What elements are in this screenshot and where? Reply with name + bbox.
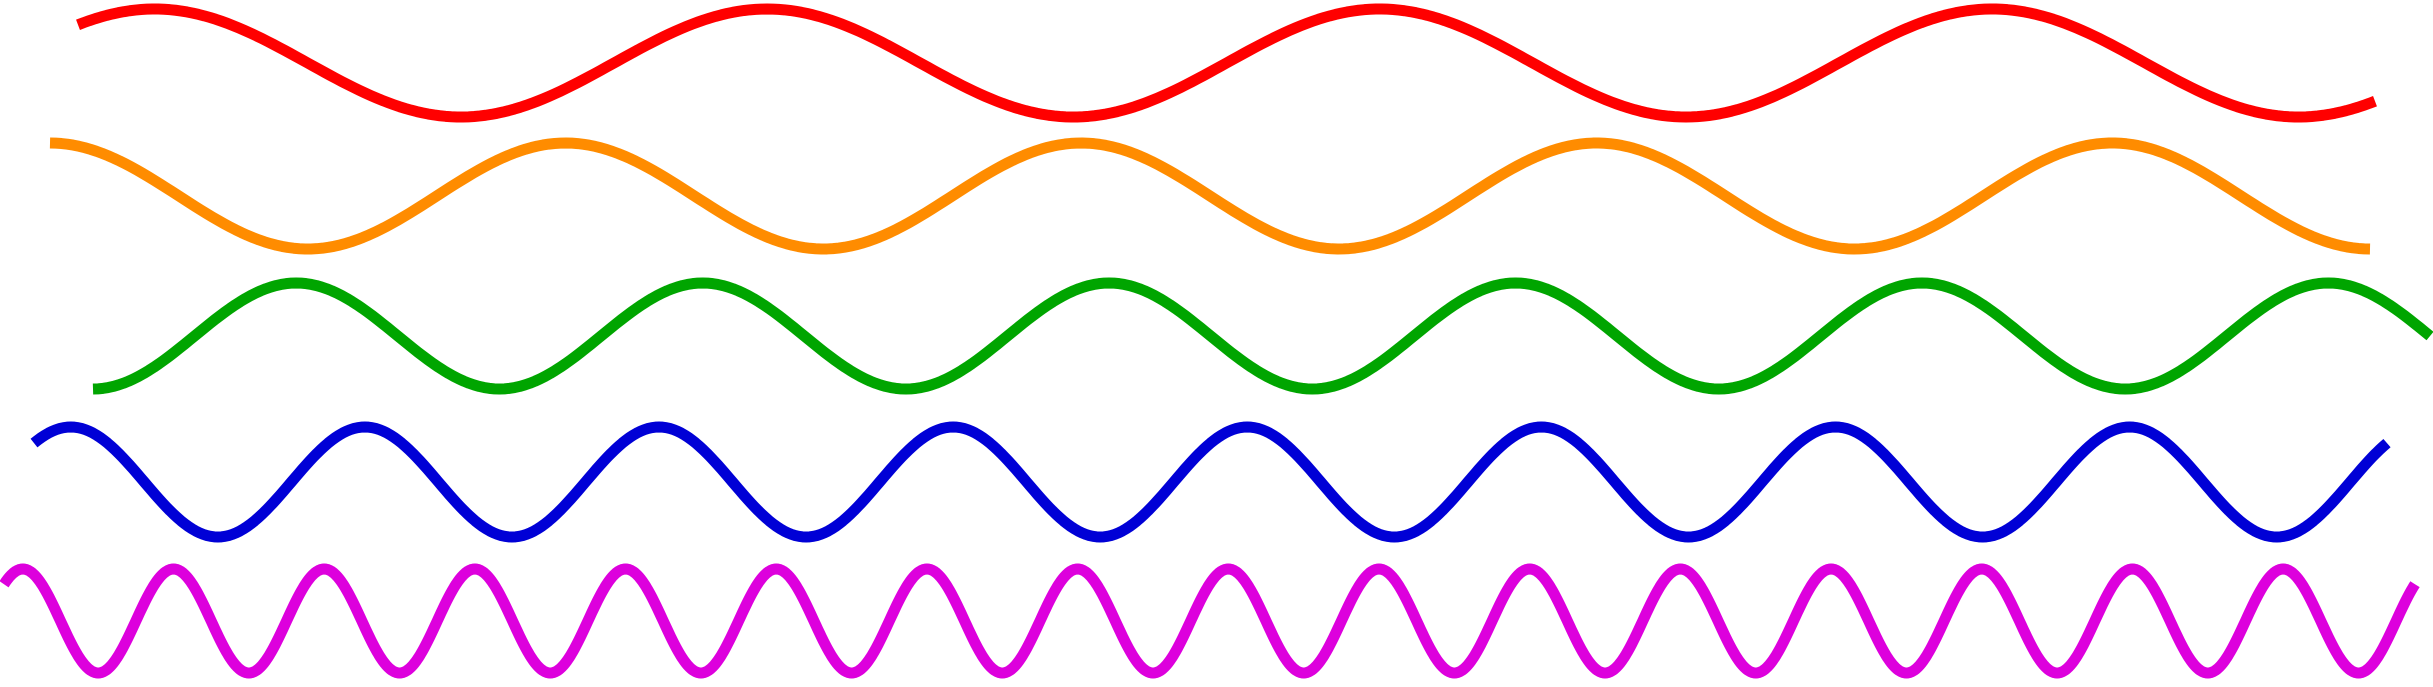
blue-wave [30, 421, 2391, 543]
magenta-wave [0, 563, 2420, 679]
green-wave [92, 277, 2433, 395]
orange-wave [49, 137, 2371, 255]
red-wave [76, 3, 2377, 123]
